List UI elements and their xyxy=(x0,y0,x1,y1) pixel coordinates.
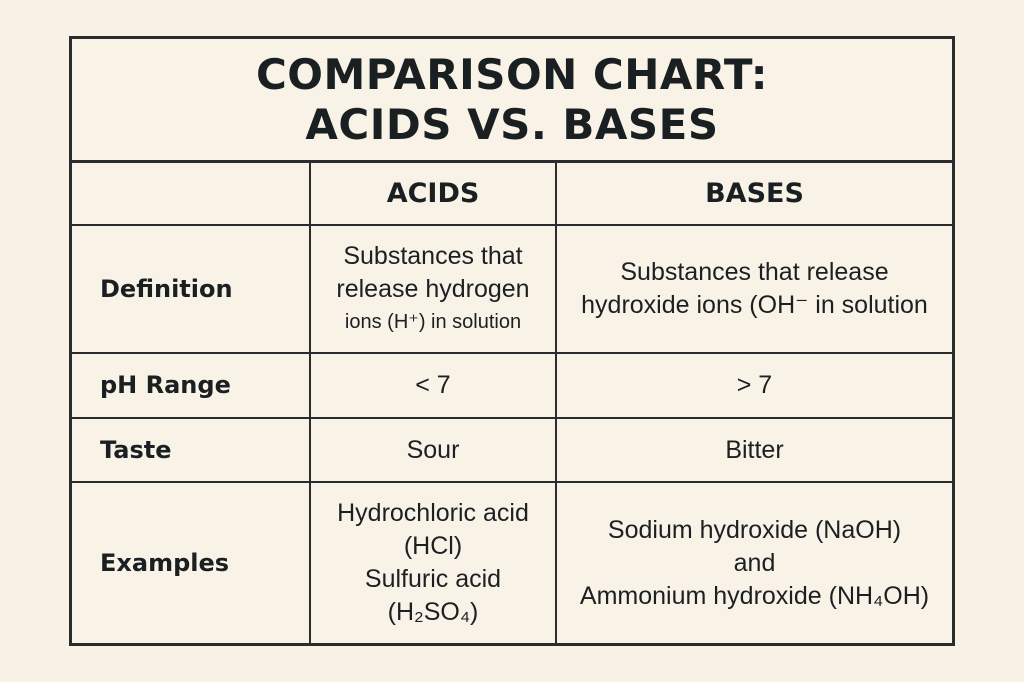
table-row-definition: Definition Substances that release hydro… xyxy=(72,224,952,354)
table-header-row: ACIDS BASES xyxy=(72,163,952,227)
acids-example-2-name: Sulfuric acid xyxy=(364,565,502,594)
cell-acids-definition: Substances that release hydrogen ions (H… xyxy=(309,224,557,354)
table-row-ph-range: pH Range < 7 > 7 xyxy=(72,351,952,420)
chart-title: COMPARISON CHART: ACIDS VS. BASES xyxy=(72,39,952,163)
acids-example-2-formula: (H₂SO₄) xyxy=(387,598,479,627)
comparison-chart: COMPARISON CHART: ACIDS VS. BASES ACIDS … xyxy=(69,36,955,646)
bases-example-conjunction: and xyxy=(733,548,776,577)
comparison-table: ACIDS BASES Definition Substances that r… xyxy=(72,163,952,643)
acids-definition-line-1: Substances that xyxy=(343,241,523,270)
cell-acids-taste: Sour xyxy=(309,417,557,484)
row-label-definition: Definition xyxy=(72,224,311,354)
acids-example-1-name: Hydrochloric acid xyxy=(337,499,529,528)
cell-bases-taste: Bitter xyxy=(555,417,952,484)
cell-bases-ph-range: > 7 xyxy=(555,351,952,420)
acids-definition-line-2: release hydrogen xyxy=(336,274,530,303)
acids-definition-line-3: ions (H⁺) in solution xyxy=(344,310,522,333)
table-row-examples: Examples Hydrochloric acid (HCl) Sulfuri… xyxy=(72,481,952,643)
acids-example-1-formula: (HCl) xyxy=(403,532,463,561)
table-row-taste: Taste Sour Bitter xyxy=(72,417,952,484)
bases-example-2: Ammonium hydroxide (NH₄OH) xyxy=(579,581,930,610)
cell-acids-ph-range: < 7 xyxy=(309,351,557,420)
chart-title-line-1: COMPARISON CHART: xyxy=(255,49,769,99)
bases-definition-line-2: hydroxide ions (OH⁻ in solution xyxy=(581,291,928,320)
column-header-acids: ACIDS xyxy=(309,163,557,227)
bases-example-1: Sodium hydroxide (NaOH) xyxy=(607,515,902,544)
cell-acids-examples: Hydrochloric acid (HCl) Sulfuric acid (H… xyxy=(309,481,557,643)
row-label-examples: Examples xyxy=(72,481,311,643)
column-header-bases: BASES xyxy=(555,163,952,227)
row-label-taste: Taste xyxy=(72,417,311,484)
bases-definition-line-1: Substances that release xyxy=(620,258,889,287)
header-empty-cell xyxy=(72,163,311,227)
cell-bases-definition: Substances that release hydroxide ions (… xyxy=(555,224,952,354)
row-label-ph-range: pH Range xyxy=(72,351,311,420)
cell-bases-examples: Sodium hydroxide (NaOH) and Ammonium hyd… xyxy=(555,481,952,643)
chart-title-line-2: ACIDS VS. BASES xyxy=(305,99,719,149)
